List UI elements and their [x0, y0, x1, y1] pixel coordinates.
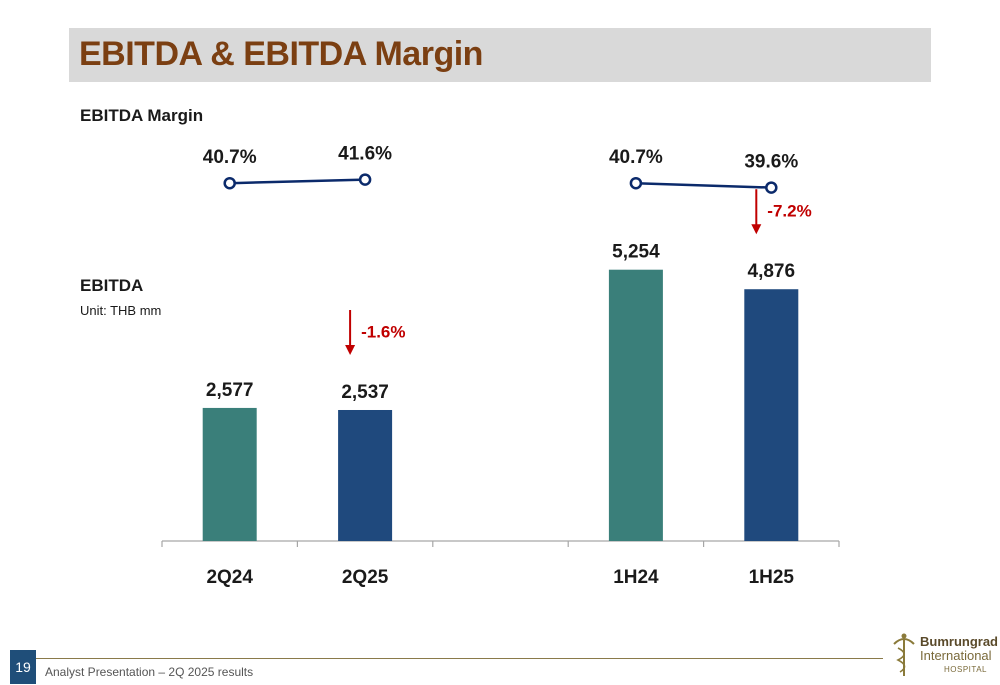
caduceus-icon [893, 633, 915, 676]
x-tick-label: 1H25 [749, 567, 795, 588]
bar-1h25 [744, 289, 799, 541]
footer-text: Analyst Presentation – 2Q 2025 results [45, 665, 254, 679]
change-label: -7.2% [767, 202, 811, 221]
x-tick-label: 2Q24 [206, 567, 253, 588]
margin-value-label: 40.7% [203, 147, 257, 168]
logo-line1: Bumrungrad [920, 634, 998, 649]
down-arrow-icon [751, 224, 762, 235]
margin-point [358, 173, 372, 186]
margin-line-segment [635, 181, 772, 189]
bar-value-label: 2,537 [341, 382, 389, 403]
bar-value-label: 2,577 [206, 380, 254, 401]
margin-point [629, 176, 643, 190]
unit-label: Unit: THB mm [80, 303, 162, 318]
down-arrow-icon [345, 344, 356, 355]
margin-value-label: 39.6% [744, 152, 798, 173]
title-bar: EBITDA & EBITDA Margin [69, 28, 931, 82]
x-tick-label: 2Q25 [342, 567, 389, 588]
bar-value-label: 5,254 [612, 242, 660, 263]
x-tick-label: 1H24 [613, 567, 659, 588]
logo-line2: International [920, 648, 992, 663]
bar-2q24 [202, 407, 257, 541]
hospital-logo: Bumrungrad International HOSPITAL [888, 630, 998, 682]
footer-divider [10, 658, 883, 659]
margin-value-label: 41.6% [338, 144, 392, 165]
change-label: -1.6% [361, 322, 405, 341]
margin-point [223, 176, 236, 190]
margin-line-segment [229, 178, 366, 185]
margin-value-label: 40.7% [609, 147, 663, 168]
page-title: EBITDA & EBITDA Margin [79, 35, 483, 73]
bar-2q25 [338, 409, 393, 541]
margin-section-label: EBITDA Margin [80, 106, 204, 125]
logo-line3: HOSPITAL [944, 665, 987, 674]
bar-1h24 [608, 269, 663, 541]
ebitda-section-label: EBITDA [80, 276, 144, 295]
margin-point [765, 181, 778, 194]
page-number: 19 [10, 650, 36, 684]
bar-value-label: 4,876 [748, 261, 796, 282]
